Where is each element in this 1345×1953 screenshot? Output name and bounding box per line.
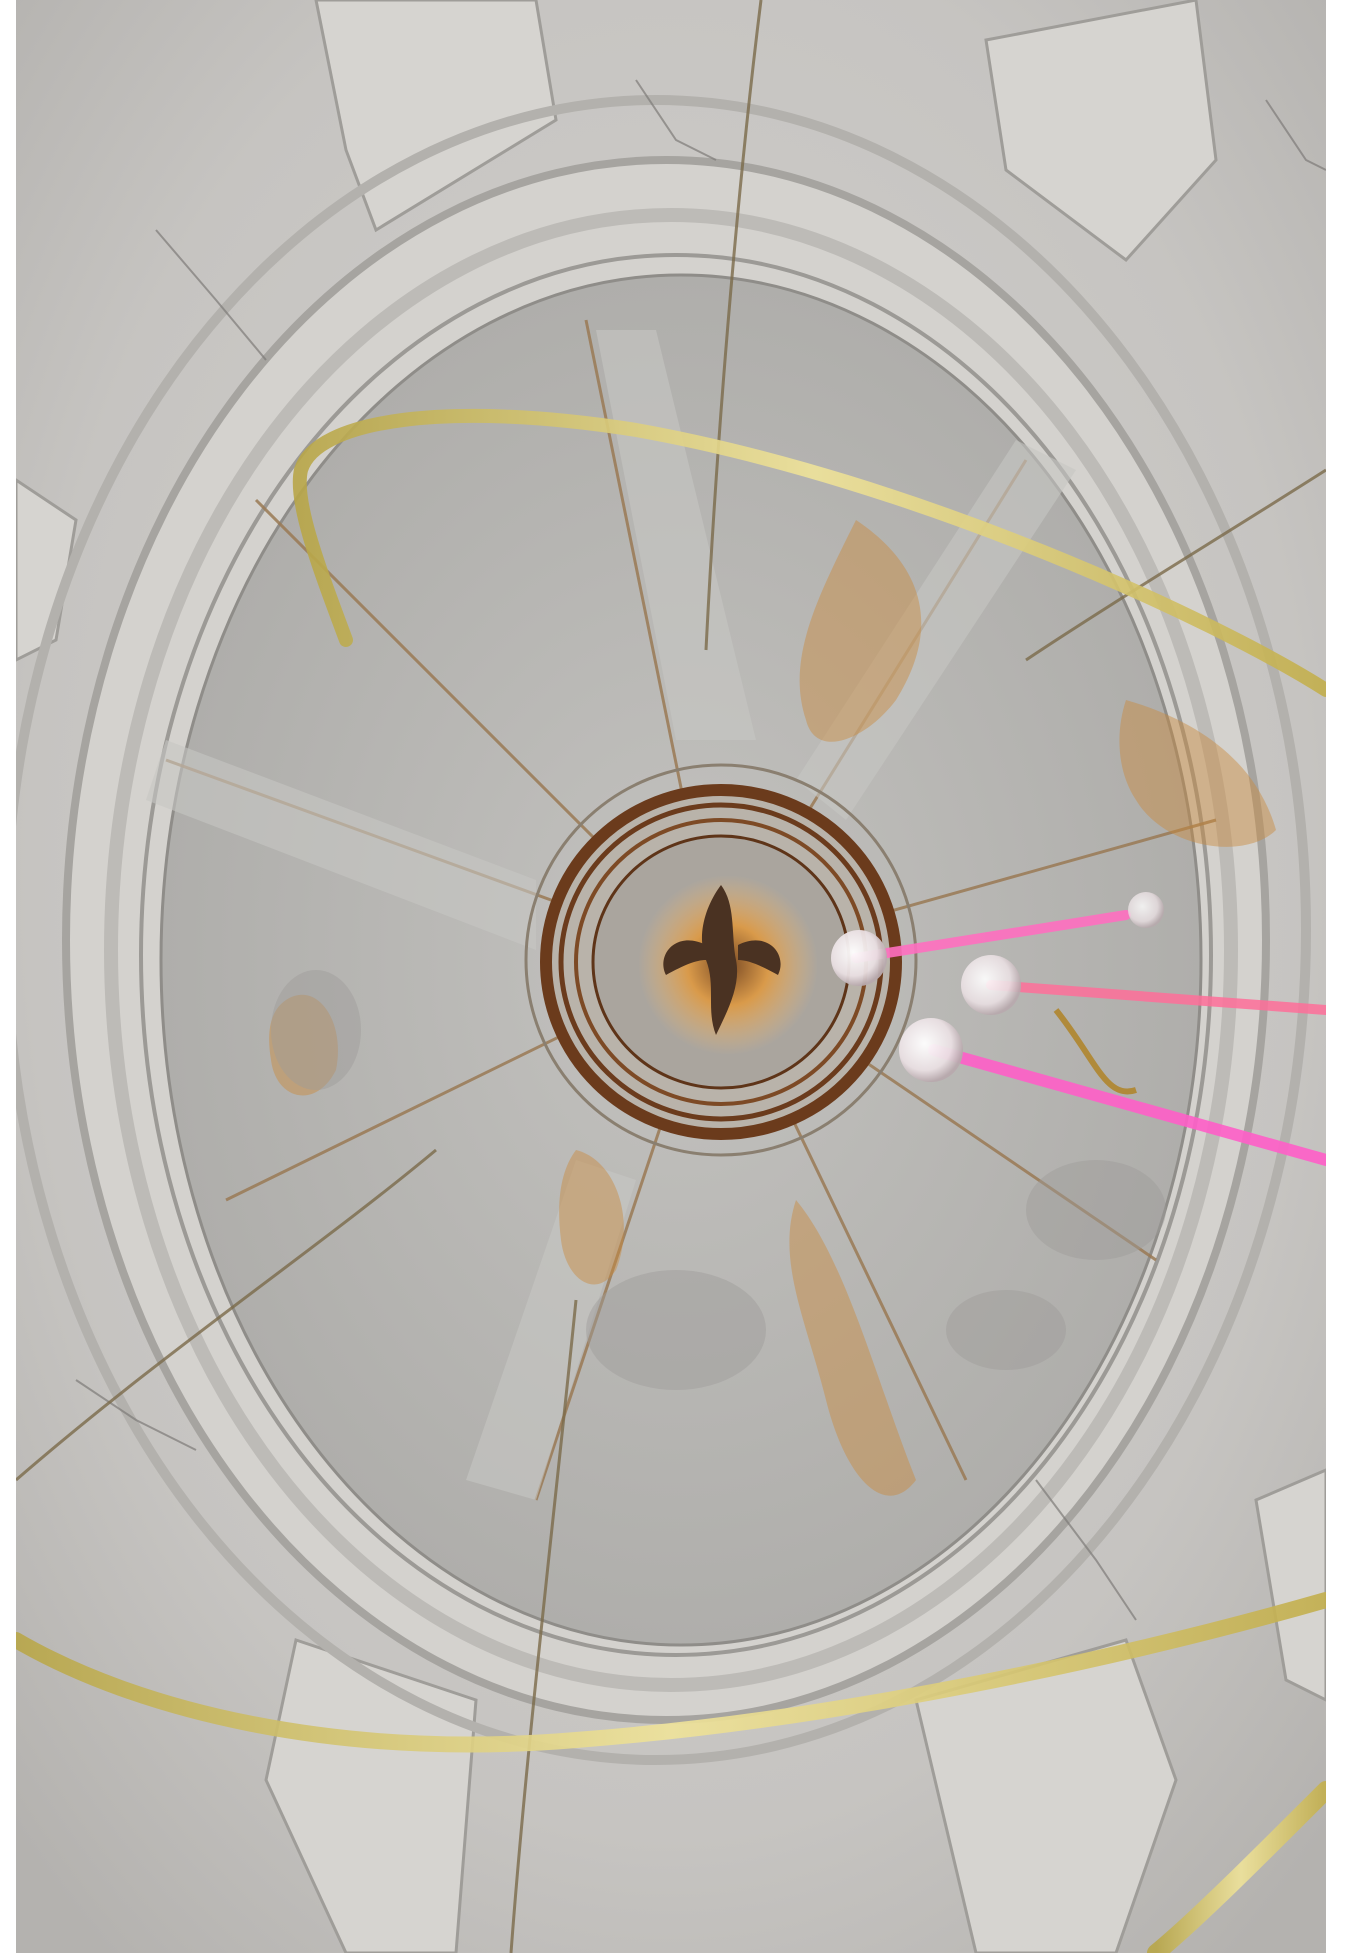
photo-frame — [16, 0, 1326, 1953]
crystal-bulb — [961, 955, 1021, 1015]
crystal-bulb — [1128, 892, 1164, 928]
dome-ceiling-photo — [16, 0, 1326, 1953]
crystal-bulb — [831, 930, 887, 986]
crystal-bulb — [899, 1018, 963, 1082]
